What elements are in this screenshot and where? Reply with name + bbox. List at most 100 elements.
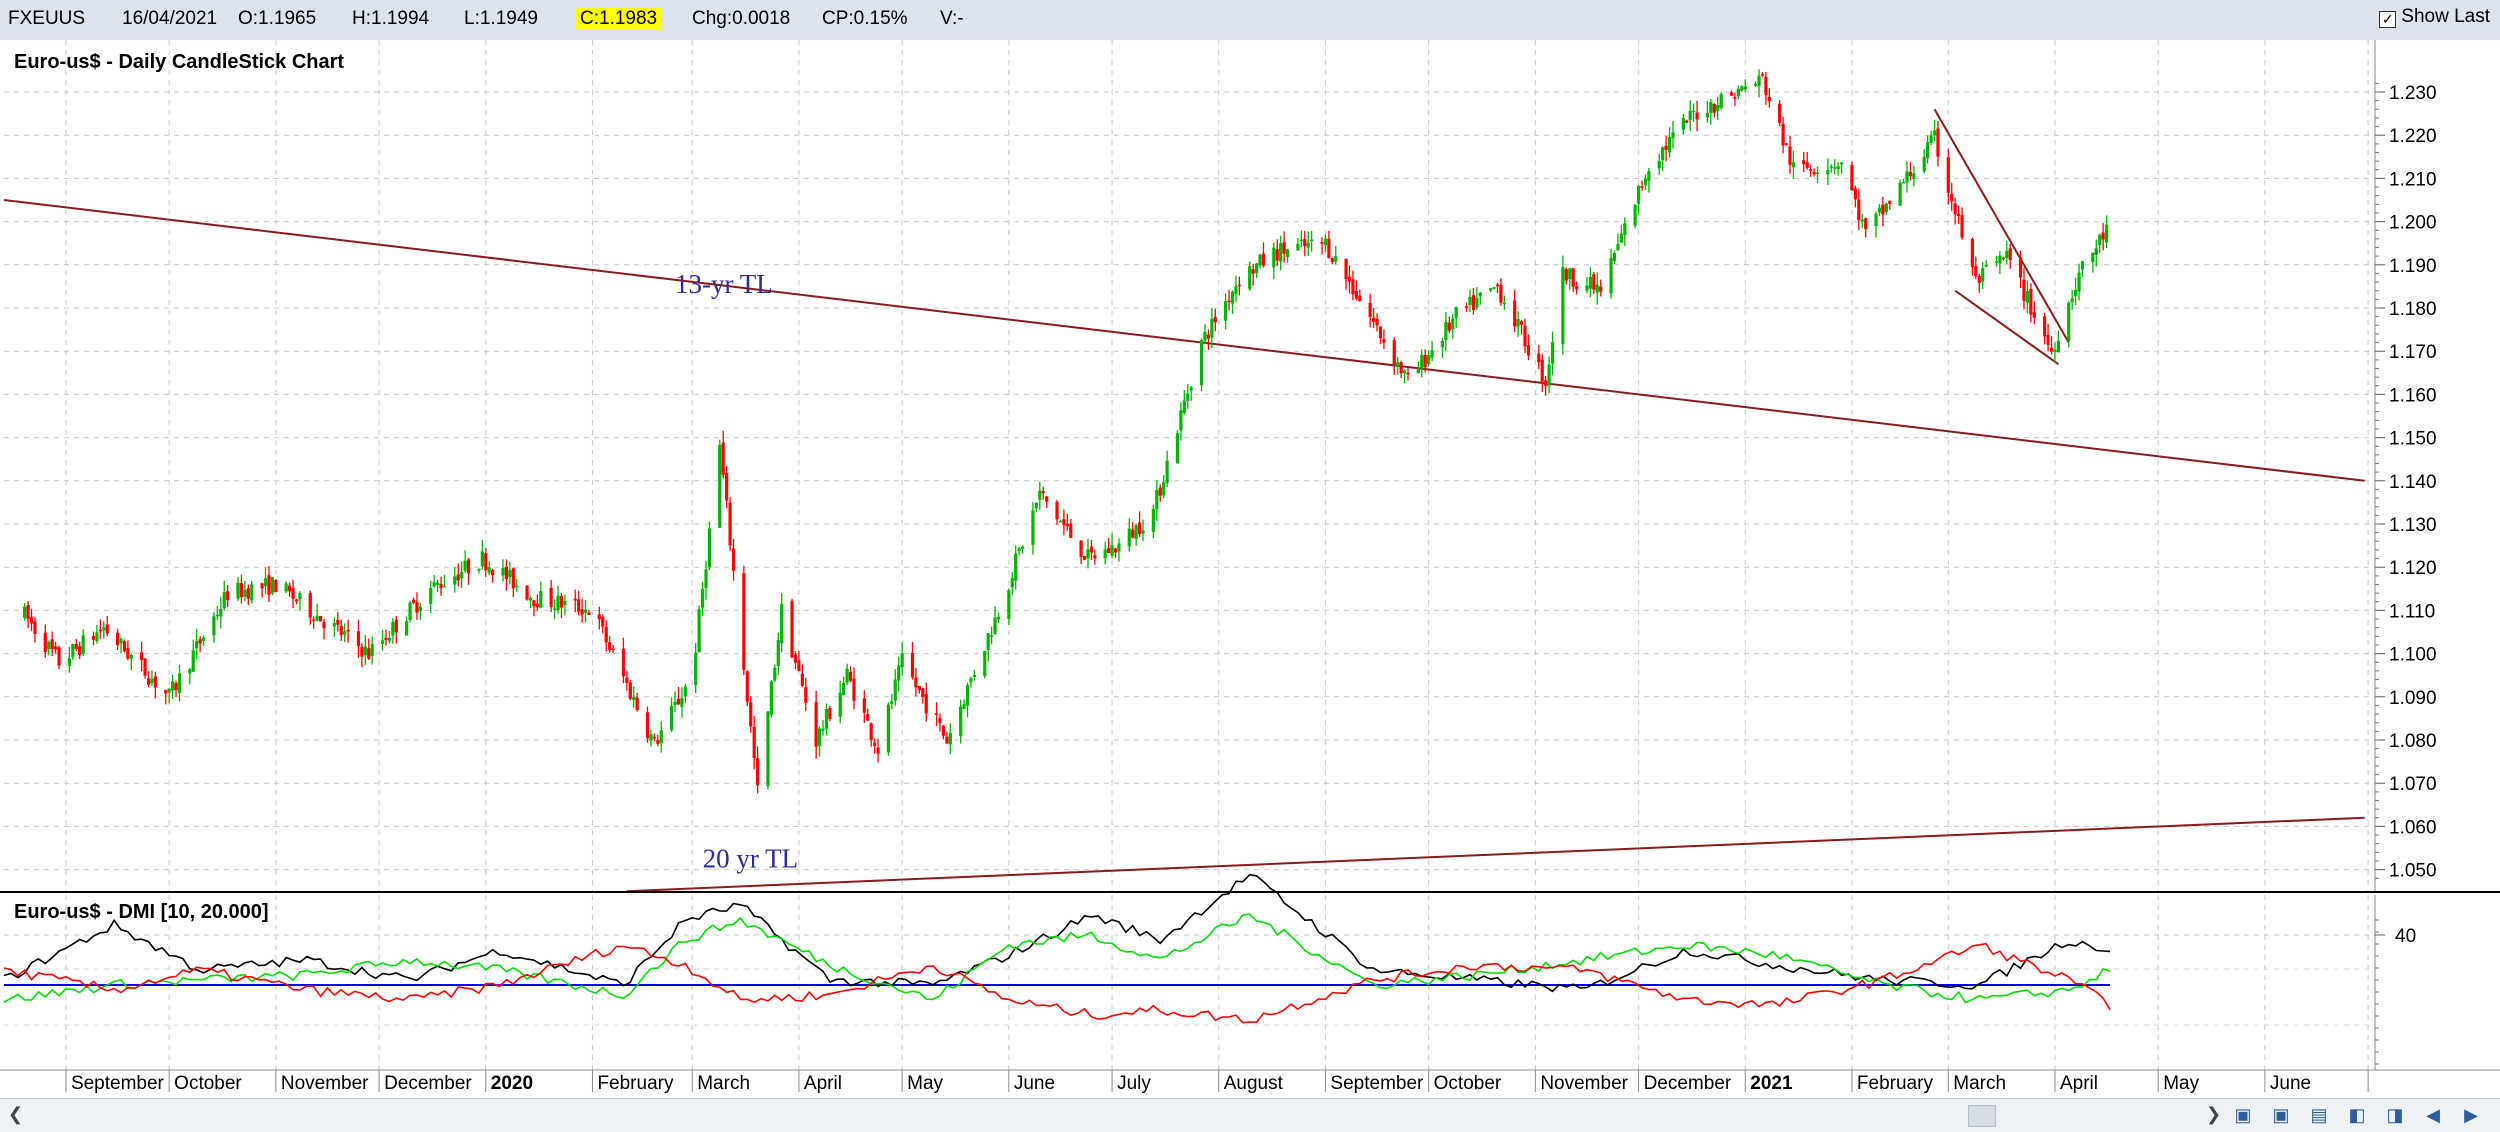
candle-up bbox=[1688, 110, 1692, 120]
candle-down bbox=[580, 609, 584, 615]
fit-icon[interactable]: ▤ bbox=[2310, 1105, 2328, 1125]
candle-down bbox=[1447, 322, 1451, 331]
candle-down bbox=[1936, 128, 1940, 157]
candle-up bbox=[263, 578, 268, 587]
horizontal-scrollbar[interactable]: ❮ ❯ ▣ ▣ ▤ ◧ ◨ ◀ ▶ bbox=[0, 1098, 2500, 1132]
candle-down bbox=[1082, 555, 1087, 560]
candle-up bbox=[1021, 546, 1025, 549]
candle-up bbox=[47, 642, 51, 650]
candle-down bbox=[312, 619, 316, 622]
candle-down bbox=[1564, 269, 1568, 281]
candle-down bbox=[742, 573, 746, 670]
candle-down bbox=[1857, 199, 1861, 221]
candle-down bbox=[1320, 242, 1324, 244]
candle-up bbox=[195, 640, 199, 648]
candle-down bbox=[604, 626, 608, 643]
show-last-checkbox[interactable]: ✓ bbox=[2379, 11, 2397, 28]
low-value: L:1.1949 bbox=[464, 8, 538, 29]
candle-down bbox=[2043, 316, 2047, 337]
candle-down bbox=[1041, 491, 1045, 494]
chart-area[interactable]: 1.230 1.220 1.210 1.200 1.190 1.180 1.170 1.160… bbox=[0, 40, 2500, 1098]
candle-down bbox=[1275, 249, 1279, 261]
candle-down bbox=[938, 717, 942, 724]
candle-down bbox=[1640, 186, 1644, 188]
candle-up bbox=[1203, 331, 1207, 341]
candle-up bbox=[1740, 86, 1744, 91]
candle-down bbox=[1330, 258, 1334, 263]
candle-down bbox=[1881, 204, 1885, 215]
candle-up bbox=[766, 711, 770, 786]
symbol-label: FXEUUS bbox=[8, 8, 86, 29]
candle-down bbox=[1062, 519, 1066, 525]
candle-down bbox=[1864, 218, 1868, 230]
x-tick-label: May bbox=[2163, 1073, 2199, 1094]
step-back-icon[interactable]: ◀ bbox=[2426, 1105, 2440, 1125]
candle-up bbox=[1815, 172, 1820, 174]
scroll-right-arrow-icon[interactable]: ❯ bbox=[2206, 1104, 2222, 1124]
candle-up bbox=[1860, 219, 1864, 222]
zoom-out-icon[interactable]: ▣ bbox=[2234, 1105, 2252, 1125]
candle-up bbox=[2025, 291, 2030, 303]
candle-up bbox=[129, 654, 133, 659]
candle-up bbox=[1647, 171, 1651, 181]
candle-up bbox=[1234, 286, 1238, 294]
price-chart-title: Euro-us$ - Daily CandleStick Chart bbox=[14, 51, 344, 73]
candle-down bbox=[910, 652, 915, 678]
candle-up bbox=[1427, 354, 1431, 365]
candle-up bbox=[284, 583, 288, 592]
candle-down bbox=[1079, 540, 1083, 558]
candle-up bbox=[1922, 156, 1926, 172]
candle-down bbox=[1368, 302, 1372, 317]
candle-down bbox=[725, 473, 729, 501]
change-pct-value: CP:0.15% bbox=[822, 8, 908, 29]
toolbar: FXEUUS 16/04/2021 O:1.1965 H:1.1994 L:1.… bbox=[0, 0, 2500, 41]
price-panel[interactable]: 1.230 1.220 1.210 1.200 1.190 1.180 1.170 1.160… bbox=[0, 40, 2500, 893]
expand-icon[interactable]: ◧ bbox=[2348, 1105, 2366, 1125]
change-value: Chg:0.0018 bbox=[692, 8, 791, 29]
candle-up bbox=[838, 692, 842, 717]
compress-icon[interactable]: ◨ bbox=[2386, 1105, 2404, 1125]
candle-up bbox=[1929, 135, 1933, 143]
candle-up bbox=[1031, 510, 1035, 545]
trendline bbox=[626, 816, 2365, 893]
candle-up bbox=[1550, 342, 1555, 364]
candle-down bbox=[1850, 165, 1854, 191]
candle-down bbox=[1540, 359, 1544, 382]
candle-down bbox=[1784, 143, 1789, 145]
candle-down bbox=[917, 686, 921, 690]
candle-up bbox=[673, 702, 677, 705]
candle-down bbox=[797, 660, 801, 672]
candle-up bbox=[1998, 255, 2002, 264]
price-y-tick-label: 1.160 bbox=[2389, 385, 2437, 406]
zoom-in-icon[interactable]: ▣ bbox=[2272, 1105, 2290, 1125]
candle-up bbox=[632, 697, 636, 700]
candle-down bbox=[105, 624, 109, 634]
candle-down bbox=[945, 736, 949, 744]
candle-up bbox=[508, 570, 512, 578]
step-forward-icon[interactable]: ▶ bbox=[2464, 1105, 2478, 1125]
candle-down bbox=[1406, 372, 1410, 375]
candle-up bbox=[387, 638, 392, 641]
candle-up bbox=[1017, 548, 1021, 551]
candle-down bbox=[635, 697, 639, 711]
candle-down bbox=[731, 548, 736, 571]
scroll-left-arrow-icon[interactable]: ❮ bbox=[8, 1104, 24, 1124]
dmi-panel[interactable]: 40 Euro-us$ - DMI [10, 20.000] bbox=[3, 873, 2416, 1070]
candle-down bbox=[1303, 239, 1307, 247]
dmi-gridlines bbox=[4, 895, 2375, 1070]
show-last-toggle[interactable]: ✓ Show Last bbox=[2379, 6, 2490, 28]
candle-down bbox=[1237, 284, 1241, 287]
candle-up bbox=[983, 650, 987, 676]
candle-down bbox=[866, 714, 870, 721]
candle-up bbox=[1623, 223, 1627, 235]
candle-down bbox=[1970, 239, 1974, 267]
candle-up bbox=[1709, 102, 1713, 113]
candle-down bbox=[336, 619, 340, 625]
candle-down bbox=[1544, 380, 1548, 386]
candle-up bbox=[845, 669, 849, 683]
candle-down bbox=[122, 641, 127, 652]
x-tick-label: October bbox=[174, 1073, 242, 1094]
candle-up bbox=[1877, 207, 1882, 213]
scroll-thumb[interactable] bbox=[1968, 1105, 1996, 1127]
candle-down bbox=[721, 442, 725, 475]
